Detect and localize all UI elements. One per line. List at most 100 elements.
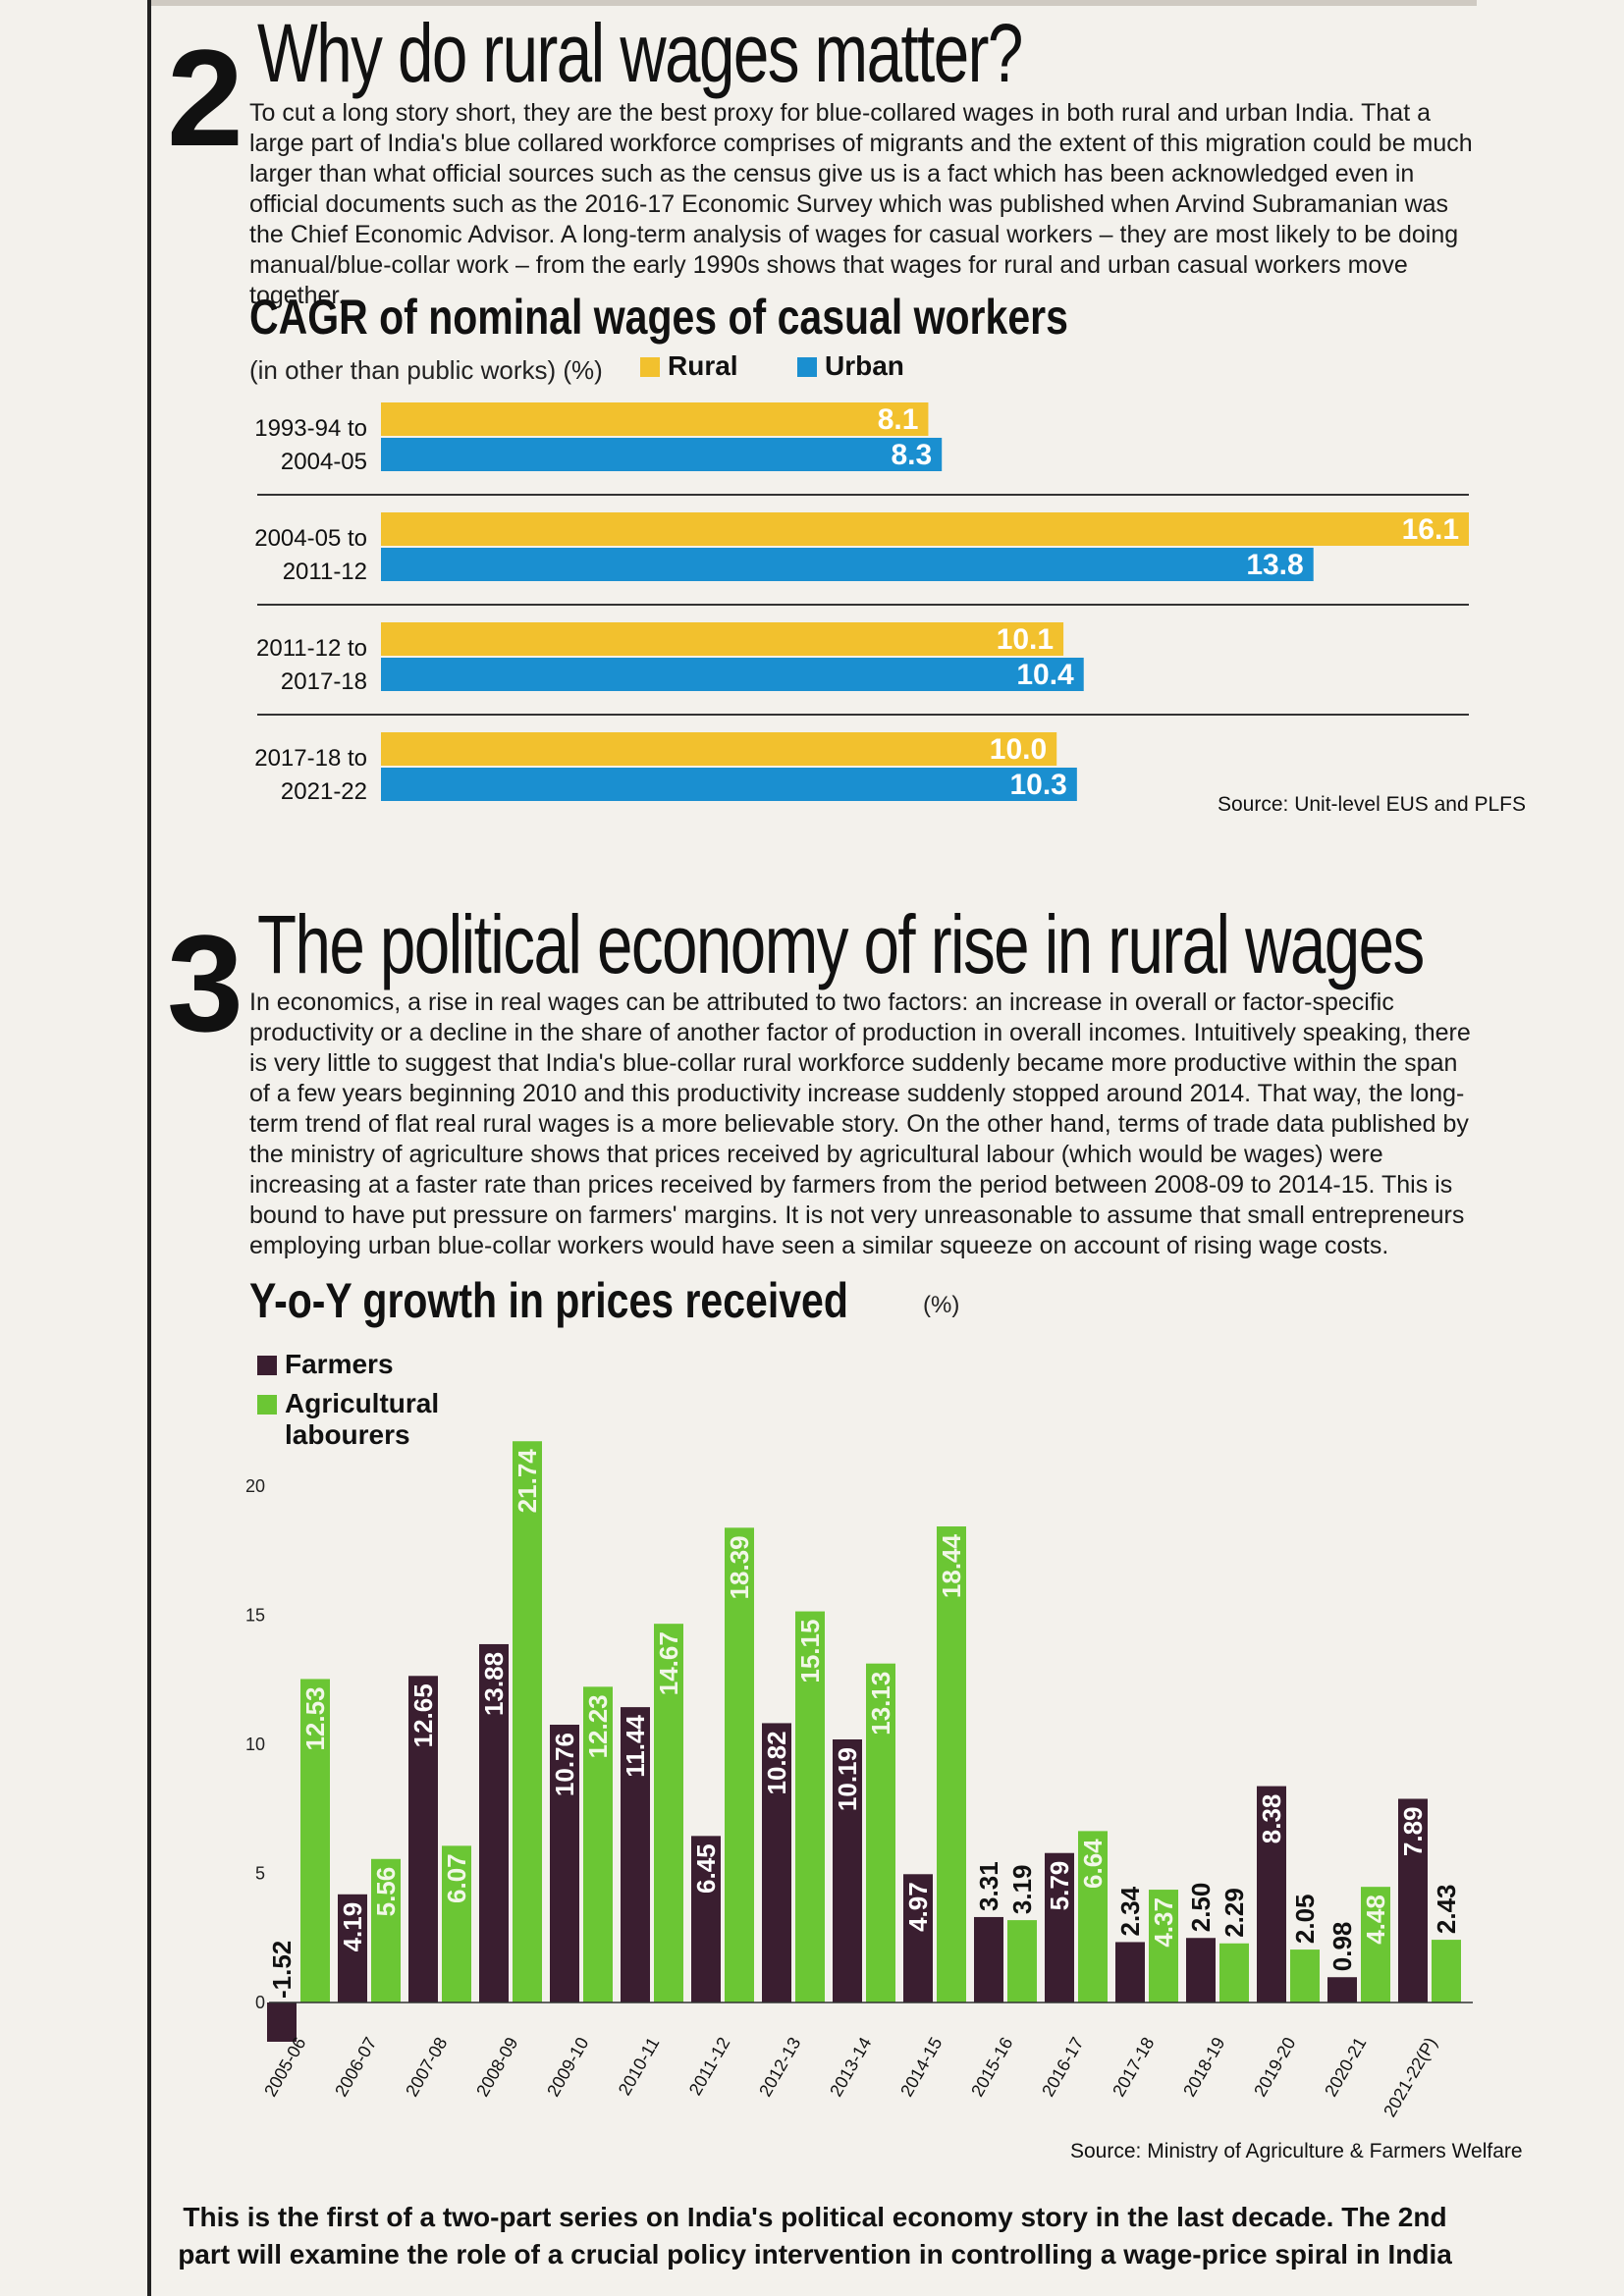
legend-labourers-label-2: labourers: [285, 1419, 410, 1450]
yoy-bar-labourers: [1361, 1887, 1390, 2002]
yoy-y-tick: 10: [245, 1735, 265, 1754]
yoy-value-label: 18.44: [937, 1534, 966, 1599]
yoy-value-label: 2.50: [1186, 1883, 1216, 1933]
yoy-value-label: 8.38: [1257, 1794, 1286, 1844]
cagr-bar-urban: [381, 438, 943, 471]
legend-farmers-label: Farmers: [285, 1349, 394, 1379]
section-3-number: 3: [167, 906, 244, 1060]
yoy-category-label: 2017-18: [1109, 2034, 1158, 2100]
yoy-value-label: 11.44: [621, 1715, 650, 1778]
yoy-bar-farmers: [550, 1725, 579, 2002]
yoy-value-label: 2.05: [1290, 1894, 1320, 1944]
section-2-title: Why do rural wages matter?: [257, 7, 1023, 99]
cagr-category-label: 2021-22: [281, 778, 367, 805]
cagr-value-label: 10.1: [997, 623, 1054, 656]
cagr-category-label: 2011-12 to: [256, 635, 367, 662]
yoy-bar-farmers: [267, 2002, 297, 2042]
yoy-value-label: 14.67: [654, 1631, 683, 1695]
section-3-title: The political economy of rise in rural w…: [257, 898, 1425, 990]
yoy-bar-labourers: [1432, 1940, 1461, 2002]
yoy-bar-farmers: [338, 1894, 367, 2002]
yoy-value-label: 10.19: [833, 1747, 862, 1811]
yoy-bar-labourers: [725, 1527, 754, 2002]
rural-swatch: [640, 357, 660, 377]
legend-urban-label: Urban: [825, 350, 904, 381]
yoy-value-label: 5.79: [1045, 1861, 1074, 1911]
yoy-bar-labourers: [513, 1441, 542, 2002]
left-column-rule: [147, 0, 151, 2296]
yoy-chart-unit: (%): [923, 1292, 960, 1318]
legend-rural: Rural: [640, 350, 738, 382]
cagr-bar-urban: [381, 658, 1084, 691]
cagr-category-label: 2004-05 to: [254, 525, 367, 552]
series-footer-note: This is the first of a two-part series o…: [178, 2202, 1452, 2269]
legend-labourers: Agricultural labourers: [257, 1388, 439, 1451]
yoy-y-tick: 15: [245, 1606, 265, 1626]
yoy-bar-farmers: [691, 1836, 721, 2002]
yoy-bar-farmers: [1327, 1977, 1357, 2002]
yoy-value-label: 4.97: [903, 1882, 933, 1932]
yoy-bar-farmers: [1045, 1852, 1074, 2002]
cagr-bar-rural: [381, 402, 929, 436]
legend-urban: Urban: [797, 350, 904, 382]
yoy-bar-labourers: [937, 1526, 966, 2002]
cagr-value-label: 10.0: [990, 733, 1047, 766]
yoy-category-label: 2007-08: [402, 2034, 451, 2100]
clipping-edge: [151, 0, 1477, 6]
yoy-value-label: 12.53: [300, 1686, 330, 1750]
cagr-value-label: 8.3: [891, 439, 932, 471]
yoy-bar-farmers: [1186, 1938, 1216, 2002]
cagr-chart-subtitle: (in other than public works) (%): [249, 355, 603, 385]
yoy-value-label: 3.31: [974, 1861, 1003, 1911]
yoy-category-label: 2010-11: [615, 2034, 664, 2099]
yoy-value-label: 6.45: [691, 1843, 721, 1894]
cagr-bar-urban: [381, 768, 1077, 801]
yoy-category-label: 2016-17: [1038, 2034, 1087, 2100]
yoy-category-label: 2005-06: [260, 2034, 309, 2100]
yoy-bar-farmers: [903, 1874, 933, 2002]
legend-farmers: Farmers: [257, 1349, 394, 1380]
yoy-bar-farmers: [833, 1739, 862, 2002]
legend-labourers-label-1: Agricultural: [285, 1388, 440, 1418]
yoy-category-label: 2012-13: [755, 2034, 804, 2100]
yoy-bar-farmers: [1398, 1798, 1428, 2002]
yoy-value-label: 2.43: [1432, 1884, 1461, 1934]
yoy-value-label: 4.19: [338, 1902, 367, 1952]
legend-rural-label: Rural: [668, 350, 738, 381]
yoy-category-label: 2013-14: [826, 2034, 875, 2100]
yoy-category-label: 2015-16: [967, 2034, 1016, 2100]
section-2-body: To cut a long story short, they are the …: [249, 99, 1473, 309]
yoy-bar-labourers: [583, 1686, 613, 2002]
yoy-bar-farmers: [479, 1643, 509, 2002]
cagr-bar-rural: [381, 512, 1469, 546]
yoy-value-label: 18.39: [725, 1535, 754, 1599]
section-3-body: In economics, a rise in real wages can b…: [249, 988, 1471, 1259]
cagr-chart: 1993-94 to 2004-05 8.18.3 2004-05 to 2011-12…: [254, 402, 1469, 805]
cagr-category-label: 2017-18 to: [254, 745, 367, 772]
cagr-value-label: 10.3: [1009, 769, 1066, 801]
yoy-category-label: 2020-21: [1321, 2034, 1370, 2100]
yoy-bar-labourers: [1149, 1890, 1178, 2002]
yoy-value-label: 4.48: [1361, 1895, 1390, 1945]
yoy-value-label: 10.82: [762, 1731, 791, 1794]
yoy-category-label: 2006-07: [331, 2034, 380, 2100]
yoy-bar-farmers: [621, 1707, 650, 2002]
cagr-source: Source: Unit-level EUS and PLFS: [1218, 793, 1526, 816]
yoy-bar-labourers: [1078, 1831, 1108, 2002]
labourers-swatch: [257, 1395, 277, 1415]
yoy-value-label: 4.37: [1149, 1897, 1178, 1948]
cagr-value-label: 13.8: [1246, 549, 1303, 581]
yoy-bar-labourers: [795, 1611, 825, 2002]
cagr-value-label: 10.4: [1016, 659, 1074, 691]
yoy-value-label: 13.88: [479, 1652, 509, 1716]
yoy-bar-labourers: [866, 1663, 895, 2002]
yoy-category-label: 2008-09: [472, 2034, 521, 2100]
yoy-y-tick: 0: [255, 1993, 265, 2012]
yoy-bar-labourers: [1290, 1949, 1320, 2002]
yoy-bar-farmers: [974, 1916, 1003, 2002]
yoy-bar-labourers: [1007, 1920, 1037, 2002]
yoy-value-label: 2.29: [1219, 1888, 1249, 1938]
yoy-y-tick: 20: [245, 1476, 265, 1496]
yoy-source: Source: Ministry of Agriculture & Farmer…: [1070, 2140, 1523, 2163]
